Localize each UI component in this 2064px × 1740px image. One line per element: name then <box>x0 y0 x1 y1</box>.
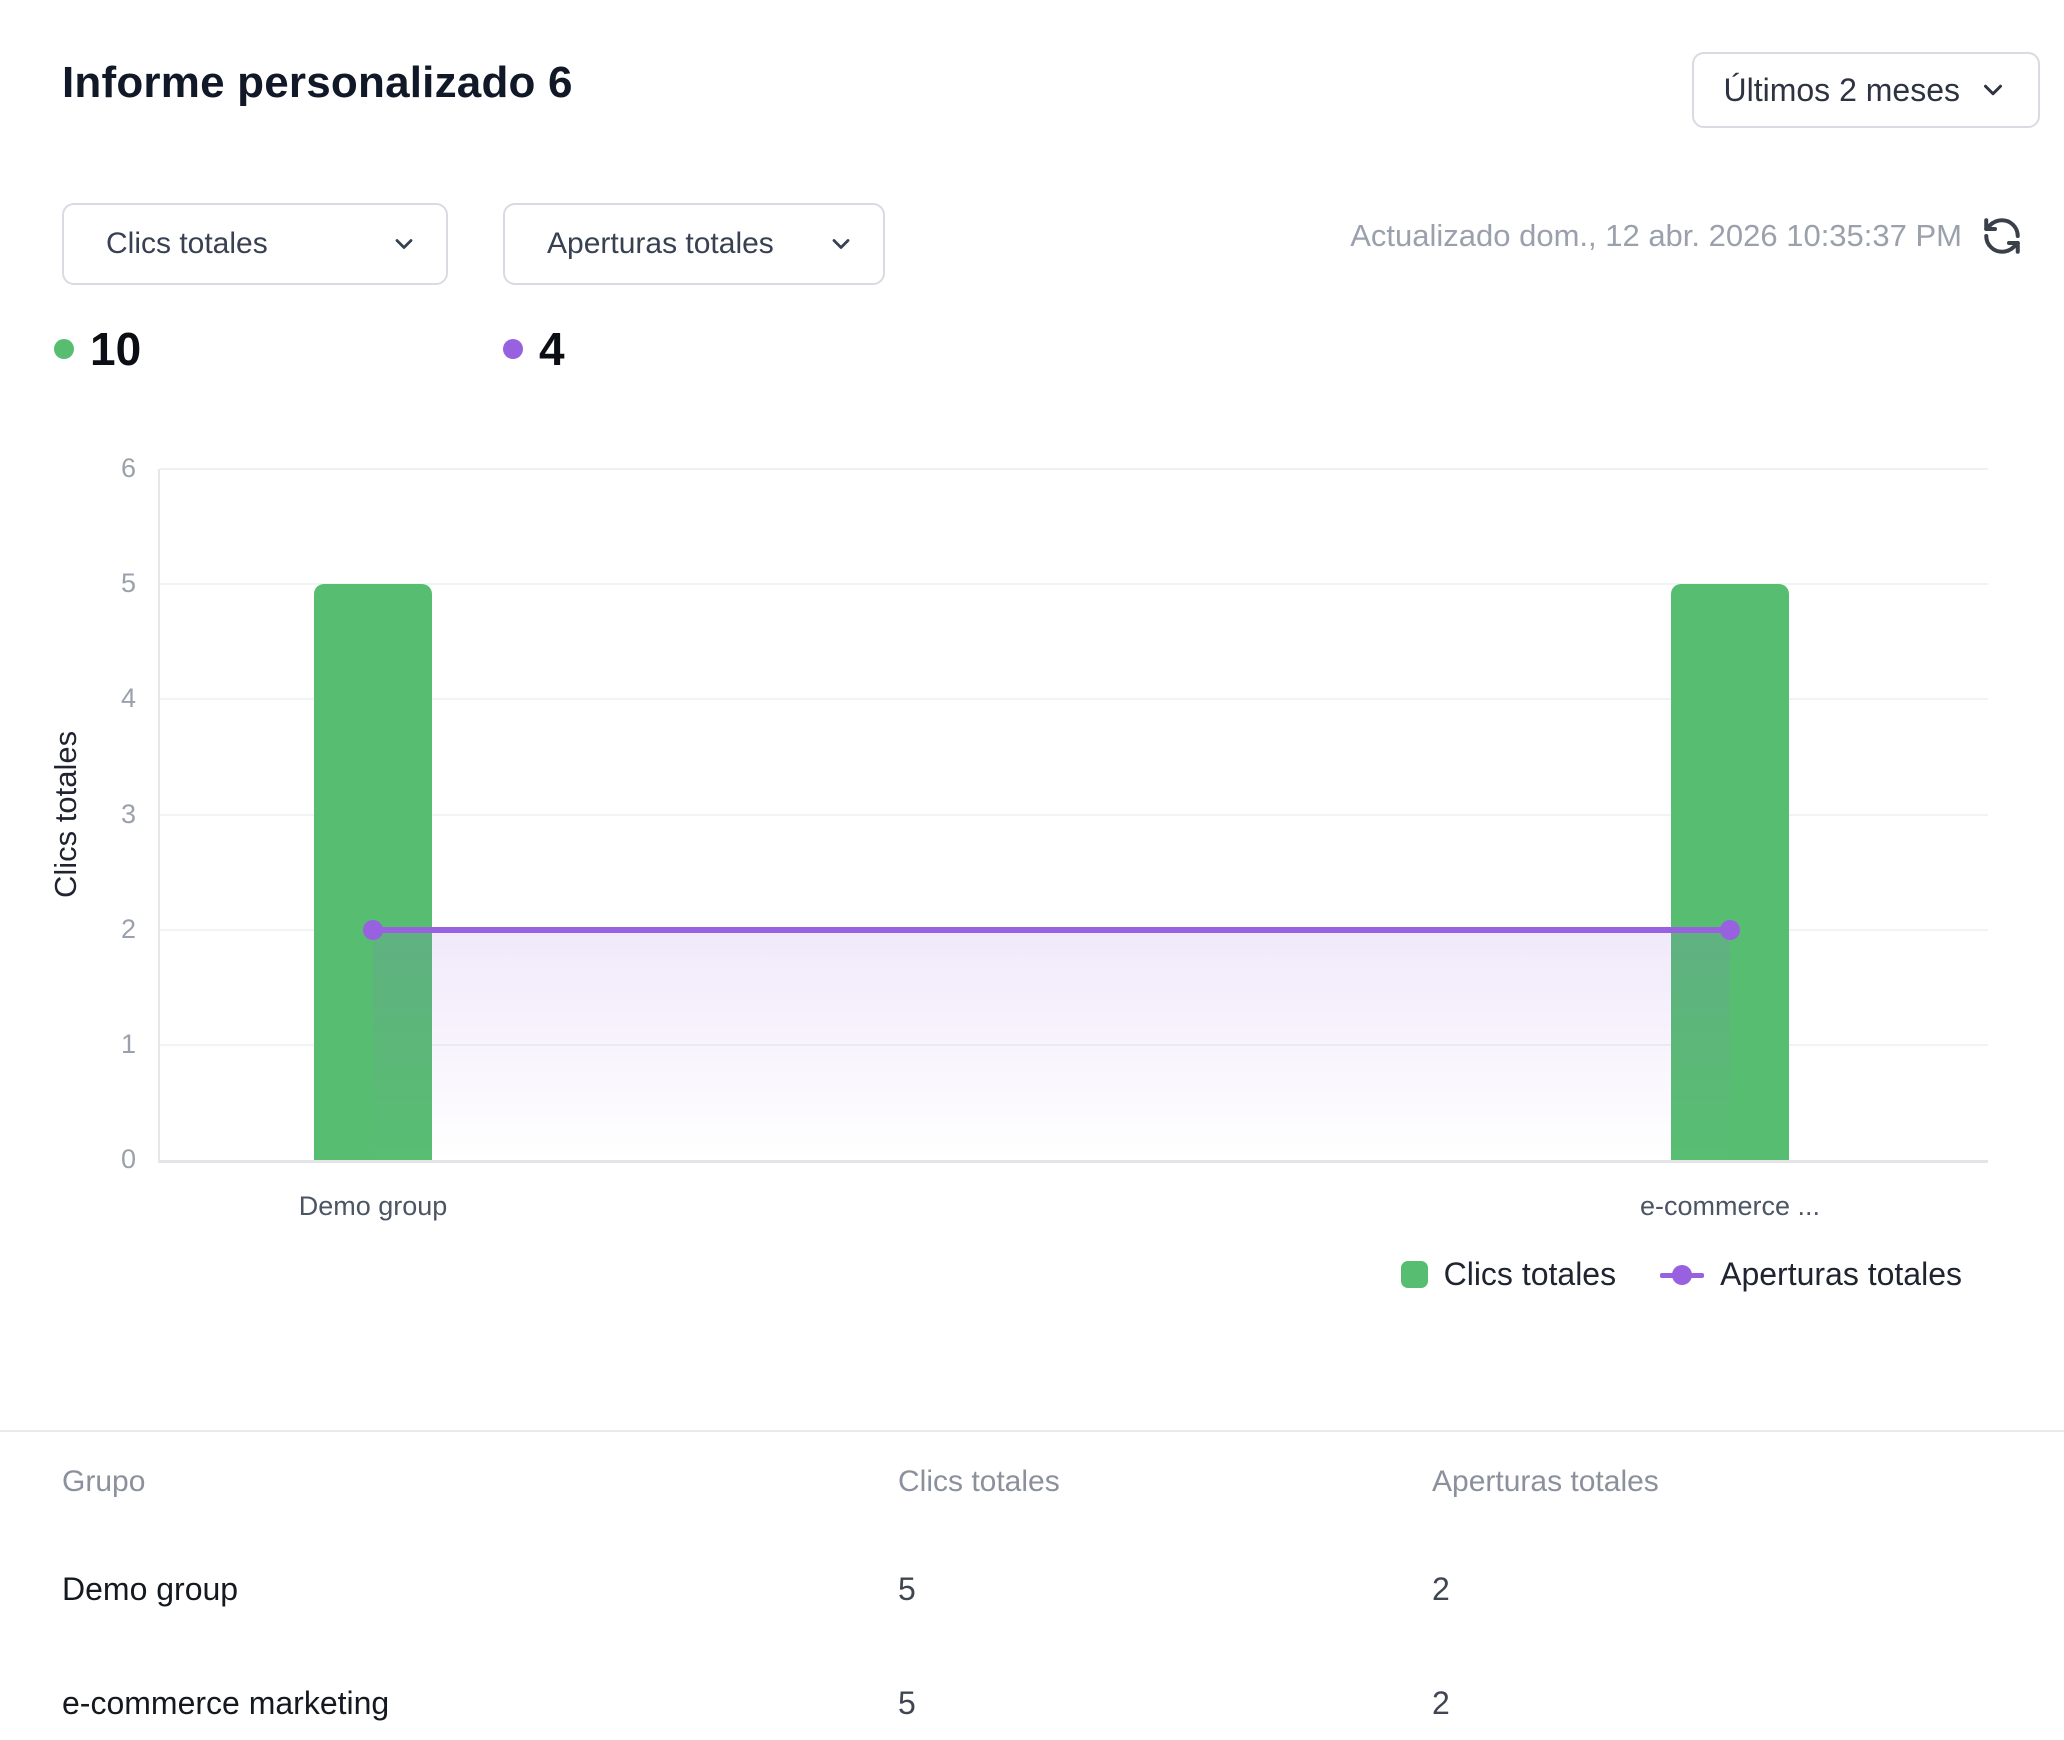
clicks-total-stat: 10 <box>54 322 141 376</box>
clicks-stat-dot <box>54 339 74 359</box>
metric-2-dropdown[interactable]: Aperturas totales <box>503 203 885 285</box>
legend-item-opens[interactable]: Aperturas totales <box>1660 1256 1962 1293</box>
metric-1-label: Clics totales <box>106 227 268 260</box>
y-tick-label: 0 <box>120 1144 136 1174</box>
clicks-bar-ecommerce[interactable] <box>1671 584 1789 1160</box>
table-top-divider <box>0 1430 2064 1432</box>
y-tick-label: 3 <box>120 798 136 829</box>
group-name: Demo group <box>62 1570 239 1607</box>
gridline <box>160 813 1988 816</box>
table-row: Demo group 5 2 <box>0 1532 2064 1646</box>
group-name: e-commerce marketing <box>62 1684 390 1721</box>
refresh-button[interactable] <box>1980 214 2024 258</box>
opens-point-ecommerce[interactable] <box>1720 919 1740 940</box>
column-header-clicks: Clics totales <box>898 1465 1060 1498</box>
opens-area-fill <box>373 929 1730 1160</box>
legend-item-clicks[interactable]: Clics totales <box>1400 1256 1617 1293</box>
opens-point-demo-group[interactable] <box>363 919 383 940</box>
clicks-value: 5 <box>898 1684 916 1721</box>
opens-legend-label: Aperturas totales <box>1720 1256 1962 1292</box>
y-tick-label: 2 <box>120 913 136 944</box>
x-axis-label-ecommerce: e-commerce ... <box>1639 1191 1821 1221</box>
metric-2-label: Aperturas totales <box>547 227 774 260</box>
plot-area: Clics totales Demo group e-commerce ... … <box>48 453 1988 1221</box>
last-updated-row: Actualizado dom., 12 abr. 2026 10:35:37 … <box>1350 208 2024 264</box>
clicks-legend-label: Clics totales <box>1443 1256 1617 1292</box>
chevron-down-icon <box>1984 84 2002 96</box>
y-tick-label: 6 <box>120 453 136 483</box>
report-table: Grupo Clics totales Aperturas totales De… <box>0 1432 2064 1740</box>
opens-value: 2 <box>1432 1570 1450 1607</box>
last-updated-text: Actualizado dom., 12 abr. 2026 10:35:37 … <box>1350 218 1962 253</box>
x-axis-label-demo-group: Demo group <box>298 1191 448 1221</box>
period-selector-button[interactable]: Últimos 2 meses <box>1691 52 2040 128</box>
table-row: e-commerce marketing 5 2 <box>0 1646 2064 1740</box>
gridline <box>160 468 1988 470</box>
chart-legend: Clics totales Aperturas totales <box>1400 1256 1962 1293</box>
y-tick-label: 4 <box>120 683 136 714</box>
gridline <box>160 1043 1988 1046</box>
page-title: Informe personalizado 6 <box>62 58 573 107</box>
opens-stat-dot <box>503 339 523 359</box>
table-header-row: Grupo Clics totales Aperturas totales <box>0 1432 2064 1532</box>
clicks-bar-demo-group[interactable] <box>314 584 432 1160</box>
period-selector-label: Últimos 2 meses <box>1723 71 1961 108</box>
y-tick-label: 5 <box>120 568 136 599</box>
clicks-stat-value: 10 <box>90 323 142 375</box>
column-header-opens: Aperturas totales <box>1432 1465 1659 1498</box>
opens-legend-marker <box>1660 1264 1705 1285</box>
chevron-down-icon <box>832 239 850 249</box>
gridline <box>160 583 1988 586</box>
y-tick-label: 1 <box>120 1028 136 1059</box>
chevron-down-icon <box>395 239 413 249</box>
opens-value: 2 <box>1432 1684 1450 1721</box>
refresh-icon <box>1984 218 2020 254</box>
opens-total-stat: 4 <box>503 322 565 376</box>
column-header-grupo: Grupo <box>62 1465 146 1498</box>
opens-line[interactable] <box>373 926 1730 933</box>
clicks-value: 5 <box>898 1570 916 1607</box>
y-axis-title: Clics totales <box>48 730 83 899</box>
gridline <box>160 698 1988 701</box>
clicks-legend-swatch <box>1400 1261 1428 1288</box>
opens-stat-value: 4 <box>539 323 565 375</box>
metric-1-dropdown[interactable]: Clics totales <box>62 203 448 285</box>
